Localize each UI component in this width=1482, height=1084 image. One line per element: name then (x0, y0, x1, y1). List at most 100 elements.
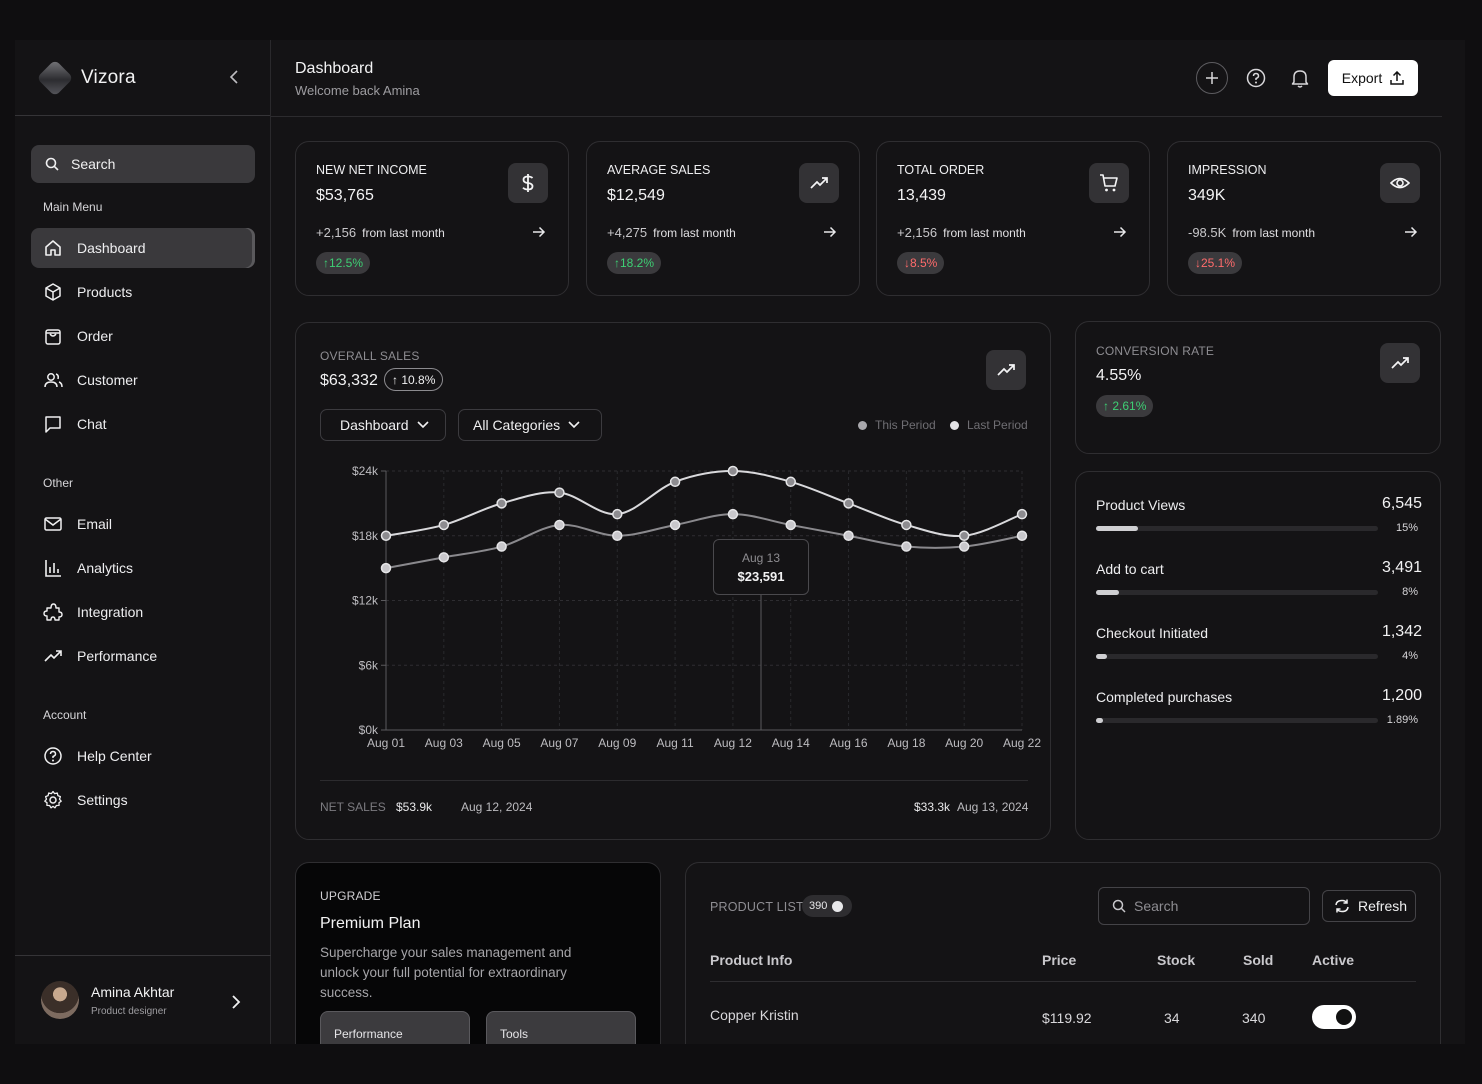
data-point (1016, 508, 1028, 520)
product-search-input[interactable]: Search (1098, 887, 1310, 925)
data-point (785, 476, 796, 488)
kpi-icon-box (508, 163, 548, 203)
refresh-button[interactable]: Refresh (1322, 890, 1416, 922)
column-header-price[interactable]: Price (1042, 952, 1077, 968)
net-sales-label: NET SALES (320, 800, 386, 814)
chart-tooltip: Aug 13 $23,591 (713, 539, 809, 595)
sidebar-item-products[interactable]: Products (31, 272, 255, 312)
conversion-icon-box (1380, 343, 1420, 383)
funnel-card: Product Views 6,545 15% Add to cart 3,49… (1075, 471, 1441, 840)
data-point (785, 519, 796, 531)
eye-icon (1390, 177, 1410, 189)
kpi-delta-note: from last month (653, 226, 736, 240)
arrow-right-icon[interactable] (823, 225, 837, 239)
add-button[interactable] (1196, 62, 1228, 94)
sidebar-item-analytics[interactable]: Analytics (31, 548, 255, 588)
chevron-down-icon (568, 421, 580, 429)
tooltip-value: $23,591 (737, 569, 785, 584)
refresh-label: Refresh (1358, 898, 1408, 914)
kpi-delta: +4,275 from last month (607, 225, 736, 240)
sidebar-item-dashboard[interactable]: Dashboard (31, 228, 255, 268)
search-label: Search (71, 156, 116, 172)
x-tick-label: Aug 05 (483, 736, 521, 750)
arrow-right-icon[interactable] (1113, 225, 1127, 239)
sidebar-item-chat[interactable]: Chat (31, 404, 255, 444)
sidebar-item-email[interactable]: Email (31, 504, 255, 544)
funnel-value: 1,200 (1381, 687, 1422, 704)
sidebar-item-performance[interactable]: Performance (31, 636, 255, 676)
search-icon (1112, 899, 1126, 913)
x-tick-label: Aug 14 (772, 736, 810, 750)
profile-name: Amina Akhtar (91, 983, 175, 1000)
user-profile[interactable]: Amina Akhtar Product designer (15, 955, 271, 1044)
series-line-last-period (385, 513, 1023, 570)
chevron-down-icon (416, 421, 429, 429)
kpi-label: TOTAL ORDER (897, 163, 985, 177)
x-tick-label: Aug 03 (425, 736, 463, 750)
arrow-right-icon[interactable] (1404, 225, 1418, 239)
funnel-percent: 15% (1395, 522, 1418, 534)
funnel-fill (1096, 590, 1119, 595)
bell-icon (1291, 70, 1309, 88)
product-count-badge: 390 (802, 895, 852, 917)
funnel-fill (1096, 654, 1108, 659)
kpi-card-net-income: NEW NET INCOME $53,765 +2,156 from last m… (295, 141, 569, 296)
arrow-right-icon[interactable] (532, 225, 546, 239)
kpi-value: 349K (1188, 187, 1226, 204)
kpi-card-total-order: TOTAL ORDER 13,439 +2,156 from last month… (876, 141, 1150, 296)
y-tick-label: $24k (352, 464, 379, 478)
search-placeholder: Search (1134, 898, 1179, 914)
category-dropdown[interactable]: All Categories (458, 409, 602, 441)
sidebar-item-customer[interactable]: Customer (31, 360, 255, 400)
x-tick-label: Aug 22 (1003, 736, 1041, 750)
sidebar-item-help-center[interactable]: Help Center (31, 736, 255, 776)
sidebar-item-label: Dashboard (77, 240, 146, 256)
funnel-fill (1096, 718, 1104, 723)
column-header-product-info[interactable]: Product Info (710, 952, 793, 968)
sidebar-item-settings[interactable]: Settings (31, 780, 255, 820)
funnel-row-checkout-initiated: Checkout Initiated 1,342 4% (1096, 623, 1422, 662)
sidebar-item-integration[interactable]: Integration (31, 592, 255, 632)
upgrade-card: UPGRADE Premium Plan Supercharge your sa… (295, 862, 661, 1044)
kpi-value: $12,549 (607, 187, 665, 204)
kpi-icon-box (1089, 163, 1129, 203)
overall-sales-value: $63,332 (320, 372, 378, 389)
chevron-left-icon (229, 70, 238, 84)
funnel-name: Completed purchases (1096, 689, 1233, 705)
divider (320, 780, 1028, 781)
funnel-row-product-views: Product Views 6,545 15% (1096, 495, 1422, 534)
column-header-active[interactable]: Active (1312, 952, 1355, 968)
data-point (958, 530, 970, 541)
help-button[interactable] (1240, 62, 1272, 94)
funnel-bar (1096, 718, 1378, 723)
upgrade-tab-performance[interactable]: Performance (320, 1011, 470, 1044)
data-point (669, 519, 681, 531)
kpi-card-impression: IMPRESSION 349K -98.5K from last month ↓2… (1167, 141, 1441, 296)
dollar-icon (522, 174, 534, 192)
sidebar-item-label: Settings (77, 792, 128, 808)
notifications-button[interactable] (1284, 62, 1316, 94)
legend-last-period: Last Period (950, 418, 1028, 432)
upgrade-tab-tools[interactable]: Tools (486, 1011, 636, 1044)
bar-chart-icon (45, 560, 61, 577)
funnel-bar (1096, 526, 1378, 531)
chart-icon-box[interactable] (986, 350, 1026, 390)
data-point (554, 519, 565, 531)
active-toggle[interactable] (1312, 1005, 1356, 1029)
data-point (669, 476, 681, 488)
sidebar-search[interactable]: Search (31, 145, 255, 183)
sidebar-item-order[interactable]: Order (31, 316, 255, 356)
trending-up-icon (44, 650, 62, 662)
export-button[interactable]: Export (1328, 60, 1418, 96)
data-point (901, 519, 912, 531)
data-point (438, 552, 450, 563)
period-dropdown[interactable]: Dashboard (320, 409, 446, 441)
column-header-sold[interactable]: Sold (1243, 952, 1274, 968)
kpi-delta-note: from last month (943, 226, 1026, 240)
funnel-name: Checkout Initiated (1096, 625, 1209, 641)
sales-line-chart: $0k $6k $12k $18k $24k Aug 01 Aug 03 Aug 05 Aug … (352, 464, 1041, 750)
collapse-sidebar-button[interactable] (224, 67, 244, 87)
column-header-stock[interactable]: Stock (1157, 952, 1196, 968)
kpi-delta: +2,156 from last month (316, 225, 445, 240)
data-point (727, 508, 739, 520)
